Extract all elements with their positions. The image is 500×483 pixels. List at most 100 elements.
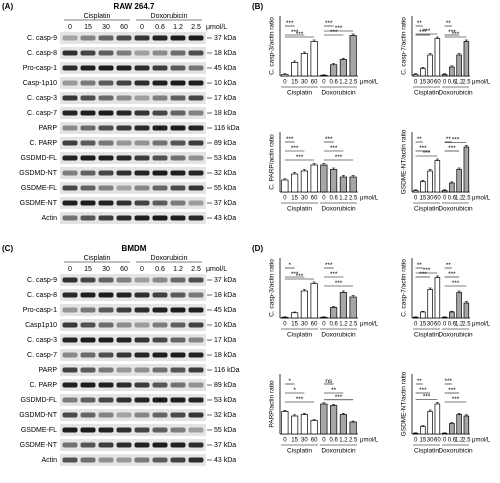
protein-name: GSDMD-NT [19,170,57,177]
size-label: 116 kDa [214,125,240,132]
band [116,427,132,433]
band [116,412,132,418]
protein-name: GSDMD-NT [19,412,57,419]
band [170,337,186,343]
x-tick-label: 30 [427,322,434,328]
band [62,352,78,358]
bar [281,316,289,319]
error-bar [443,189,447,191]
protein-name: GSDME-NT [20,442,58,449]
error-bar [421,310,425,312]
band [80,322,96,328]
band [116,50,132,56]
band [80,442,96,448]
bar [434,160,441,193]
unit-label: μmol/L [472,196,491,202]
band [80,110,96,116]
band [62,397,78,403]
band [170,35,186,41]
band [170,140,186,146]
band [188,397,204,403]
blot-strip [60,197,206,209]
bar [449,182,455,193]
bar [420,311,426,319]
band [170,322,186,328]
bar [427,54,433,77]
error-bar [435,402,439,404]
size-label: 55 kDa [214,427,236,434]
x-tick-label: 0 [322,196,326,202]
band [62,35,78,41]
band [134,427,150,433]
protein-name: Actin [41,457,57,464]
band [98,170,114,176]
band [80,352,96,358]
band [134,277,150,283]
size-label: 43 kDa [214,215,236,222]
error-bar [293,172,297,174]
x-tick-label: 60 [434,322,441,328]
band [188,352,204,358]
band [98,292,114,298]
band [116,457,132,463]
x-tick-label: 30 [301,196,308,202]
band [98,65,114,71]
band [188,185,204,191]
x-tick-label: 0.6 [329,80,338,86]
x-tick-label: 0 [414,80,418,86]
band [98,185,114,191]
x-tick-label: 0 [322,80,326,86]
x-tick-label: 15 [291,438,298,444]
band [152,95,168,101]
significance-label: *** [291,29,299,36]
band [170,125,186,131]
band [116,155,132,161]
significance-label: *** [325,262,333,269]
band [188,382,204,388]
protein-name: PARP [38,125,57,132]
error-bar [302,289,306,291]
significance-label: *** [335,394,343,401]
band [170,110,186,116]
error-bar [421,67,425,69]
significance-label: *** [452,137,460,144]
band [116,65,132,71]
band [98,215,114,221]
band [170,442,186,448]
significance-label: *** [423,267,431,274]
significance-label: * [288,378,291,385]
error-bar [283,178,287,180]
band [98,200,114,206]
group-label: Doxorubicin [321,90,356,97]
bar [349,176,357,193]
protein-name: Pro-casp-1 [23,65,57,72]
bar [463,41,470,77]
x-tick-label: 60 [311,322,318,328]
significance-label: *** [448,145,456,152]
error-bar [302,51,306,54]
protein-name: Casp-1p10 [23,80,57,87]
band [134,65,150,71]
band [134,382,150,388]
significance-label: ** [417,378,423,385]
error-bar [341,175,345,177]
band [152,352,168,358]
band [80,200,96,206]
band [134,200,150,206]
protein-name: C. casp-8 [27,50,57,57]
band [80,412,96,418]
x-tick-label: 60 [311,80,318,86]
bar [449,423,455,435]
x-tick-label: 0 [443,80,447,86]
band [170,65,186,71]
error-bar [332,167,336,170]
error-bar [341,290,345,293]
blot-strip [60,47,206,59]
band [62,110,78,116]
band [188,140,204,146]
bar [456,54,462,77]
significance-label: ** [446,20,452,27]
band [134,170,150,176]
group-label: Cisplatin [84,13,111,20]
